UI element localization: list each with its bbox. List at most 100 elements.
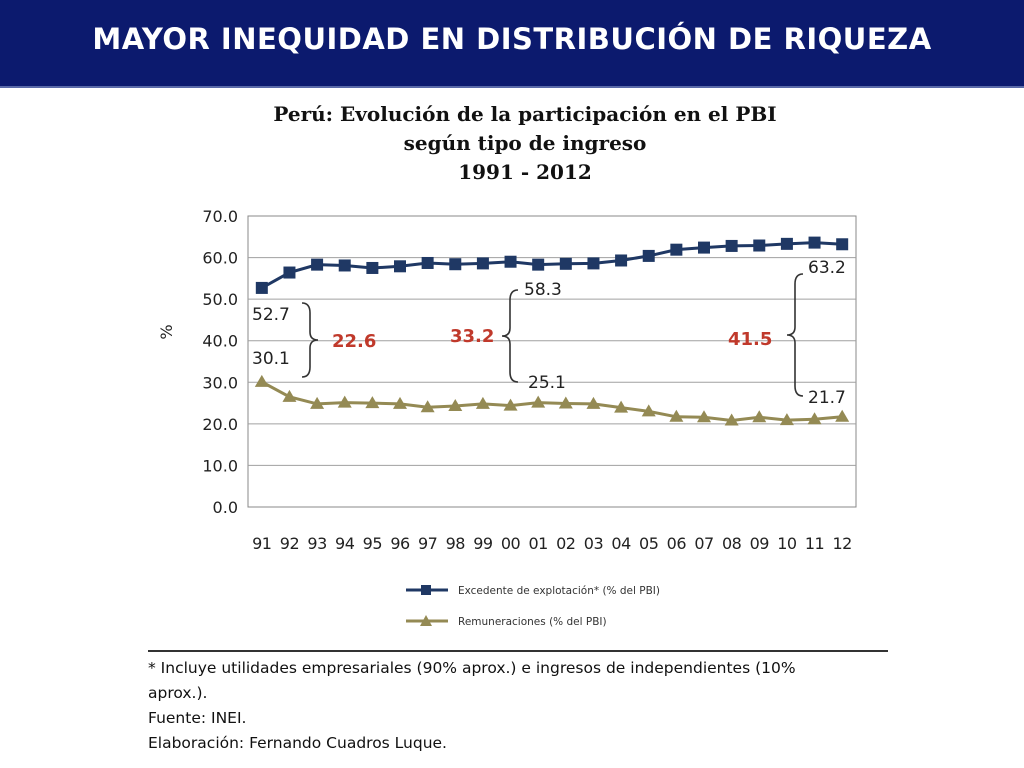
annotation-value: 63.2 (808, 258, 846, 278)
legend-label: Remuneraciones (% del PBI) (458, 616, 607, 628)
series-2-point (835, 409, 850, 422)
series-1-point (255, 281, 268, 294)
y-tick-label: 10.0 (202, 456, 238, 475)
x-tick-label: 05 (639, 534, 658, 553)
series-2-point (697, 410, 711, 423)
series-2-point (365, 396, 380, 409)
x-tick-label: 09 (750, 534, 770, 553)
series-1-point (559, 257, 572, 270)
slide-title: MAYOR INEQUIDAD EN DISTRIBUCIÓN DE RIQUE… (92, 22, 932, 56)
x-tick-label: 95 (363, 534, 382, 553)
series-1-point (504, 255, 517, 268)
series-2-point (310, 396, 325, 409)
x-tick-label: 12 (833, 534, 852, 553)
series-1-point (394, 260, 406, 273)
y-tick-label: 40.0 (202, 332, 238, 351)
gap-label: 41.5 (728, 329, 772, 350)
x-tick-label: 01 (529, 534, 548, 553)
annotation-bracket-3 (786, 273, 804, 397)
annotation-bracket-1 (301, 302, 319, 378)
x-tick-label: 10 (777, 534, 797, 553)
series-2-point (254, 374, 269, 387)
series-1-point (780, 237, 793, 250)
series-2-point (724, 413, 739, 426)
series-2-point (337, 395, 352, 408)
legend-marker (421, 585, 431, 595)
x-tick-label: 94 (335, 534, 355, 553)
y-tick-label: 60.0 (202, 249, 238, 268)
y-axis-label: % (157, 324, 176, 339)
annotation-value: 52.7 (252, 305, 290, 325)
series-2-point (586, 396, 601, 409)
legend-marker (420, 615, 432, 626)
x-tick-label: 07 (694, 534, 713, 553)
x-tick-label: 96 (390, 534, 410, 553)
footnotes: * Incluye utilidades empresariales (90% … (148, 650, 888, 756)
x-tick-label: 03 (584, 534, 603, 553)
x-tick-label: 06 (667, 534, 687, 553)
x-tick-label: 93 (307, 534, 326, 553)
series-1-point (476, 257, 489, 270)
y-tick-label: 70.0 (202, 207, 238, 226)
x-tick-label: 00 (501, 534, 521, 553)
x-tick-label: 04 (611, 534, 631, 553)
footnote-line-1: * Incluye utilidades empresariales (90% … (148, 659, 796, 677)
series-2-point (448, 398, 463, 411)
series-2-point (641, 404, 656, 417)
footnote-line-2: aprox.). (148, 684, 208, 702)
series-1-point (366, 261, 379, 274)
series-2-point (614, 400, 629, 413)
series-line-2 (261, 380, 843, 423)
gap-label: 22.6 (332, 331, 376, 352)
series-2-point (503, 398, 518, 411)
annotation-value: 25.1 (528, 373, 566, 393)
x-tick-label: 02 (556, 534, 575, 553)
chart-period: 1991 - 2012 (458, 160, 592, 184)
series-1-point (642, 249, 655, 262)
author-note: Elaboración: Fernando Cuadros Luque. (148, 734, 447, 752)
series-2-point (393, 396, 407, 409)
series-1-point (338, 259, 351, 272)
series-1-point (725, 239, 738, 252)
series-2-point (779, 413, 794, 426)
source-note: Fuente: INEI. (148, 709, 247, 727)
series-1-point (449, 258, 462, 271)
annotation-value: 21.7 (808, 388, 846, 408)
series-line-1 (261, 241, 843, 290)
x-tick-label: 92 (280, 534, 299, 553)
series-2-point (807, 412, 822, 425)
series-1-point (670, 243, 683, 256)
title-banner: MAYOR INEQUIDAD EN DISTRIBUCIÓN DE RIQUE… (0, 0, 1024, 88)
series-2-point (531, 395, 546, 408)
series-1-point (421, 256, 434, 269)
series-2-point (282, 389, 297, 402)
series-2-point (475, 396, 490, 409)
series-1-point (836, 238, 849, 251)
series-1-point (587, 257, 600, 270)
series-2-point (558, 396, 573, 409)
series-1-point (311, 258, 324, 271)
series-1-point (532, 258, 545, 271)
series-1-point (808, 236, 821, 249)
x-tick-label: 97 (418, 534, 437, 553)
y-tick-label: 0.0 (213, 498, 238, 517)
series-1-point (753, 239, 766, 252)
x-tick-label: 98 (446, 534, 466, 553)
series-1-point (698, 241, 710, 254)
annotation-bracket-2 (501, 289, 519, 383)
x-tick-label: 91 (252, 534, 271, 553)
legend-label: Excedente de explotación* (% del PBI) (458, 585, 660, 597)
series-2-point (420, 400, 435, 413)
y-tick-label: 20.0 (202, 415, 238, 434)
y-tick-label: 30.0 (202, 373, 238, 392)
x-tick-label: 11 (805, 534, 824, 553)
series-1-point (283, 266, 296, 279)
annotation-value: 58.3 (524, 280, 562, 300)
chart-title: Perú: Evolución de la participación en e… (273, 102, 777, 126)
chart-subtitle: según tipo de ingreso (403, 131, 647, 155)
x-tick-label: 08 (722, 534, 742, 553)
series-2-point (669, 409, 684, 422)
series-2-point (752, 410, 767, 423)
chart-title-block: Perú: Evolución de la participación en e… (200, 100, 850, 187)
